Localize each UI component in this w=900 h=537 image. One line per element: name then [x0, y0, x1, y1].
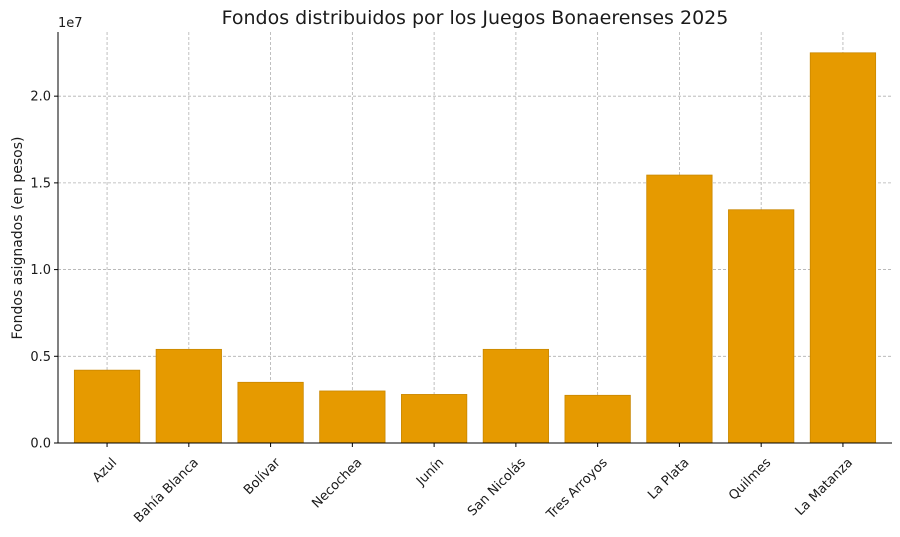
y-tick-label: 0.0 [30, 437, 51, 452]
x-tick-label: La Matanza [793, 455, 856, 518]
x-ticks: Azul Bahía Blanca Bolívar Necochea Junín San … [90, 443, 856, 526]
x-tick-label: Quilmes [726, 455, 774, 503]
bar [237, 381, 304, 444]
y-axis-multiplier: 1e7 [58, 16, 83, 31]
y-axis-label: Fondos asignados (en pesos) [10, 137, 26, 340]
bar [401, 394, 468, 444]
x-tick-label: Necochea [309, 455, 365, 511]
x-tick-label: Bolívar [241, 455, 284, 498]
bar [728, 209, 795, 444]
bar [319, 390, 386, 444]
axes [57, 32, 892, 444]
bar [73, 369, 141, 444]
bar [564, 394, 631, 444]
x-tick-label: Azul [90, 455, 120, 485]
chart-title: Fondos distribuidos por los Juegos Bonae… [222, 7, 729, 29]
y-tick-label: 1.0 [30, 263, 51, 278]
y-tick-label: 1.5 [30, 176, 51, 191]
y-tick-label: 2.0 [30, 90, 51, 105]
bar [155, 348, 222, 444]
bar [646, 174, 713, 444]
x-tick-label: La Plata [645, 455, 692, 502]
bar [482, 348, 549, 444]
bars [73, 52, 877, 444]
x-tick-label: Junín [413, 455, 447, 489]
x-tick-label: San Nicolás [465, 455, 529, 519]
bar [809, 52, 877, 444]
x-tick-label: Bahía Blanca [131, 455, 201, 525]
x-tick-label: Tres Arroyos [543, 455, 611, 523]
y-tick-label: 0.5 [30, 350, 51, 365]
y-ticks: 0.0 0.5 1.0 1.5 2.0 [30, 90, 58, 452]
